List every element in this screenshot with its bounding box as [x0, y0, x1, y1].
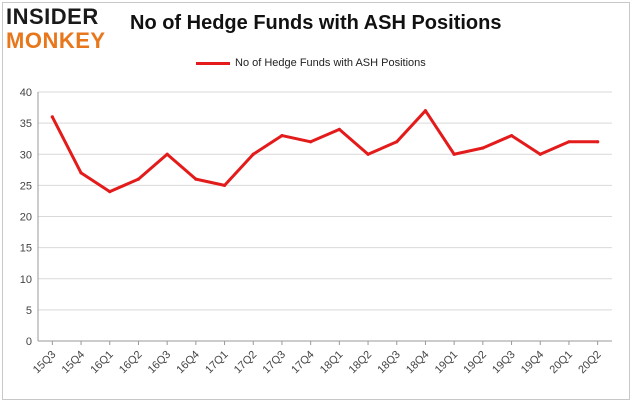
x-tick-label: 15Q4 — [60, 349, 88, 377]
data-point — [395, 140, 399, 144]
data-point — [108, 190, 112, 194]
x-tick-label: 18Q2 — [347, 349, 375, 377]
x-tick-label: 16Q2 — [117, 349, 145, 377]
data-point — [251, 152, 255, 156]
y-tick-label: 35 — [20, 118, 32, 130]
data-point — [509, 133, 514, 138]
x-tick-label: 17Q3 — [261, 349, 289, 377]
x-tick-label: 18Q4 — [404, 349, 432, 377]
x-tick-label: 19Q1 — [433, 349, 461, 377]
data-point — [222, 183, 227, 187]
y-tick-label: 15 — [20, 243, 32, 255]
data-point — [165, 152, 169, 156]
y-tick-label: 20 — [20, 212, 32, 224]
x-tick-label: 16Q1 — [88, 349, 116, 377]
y-tick-label: 5 — [26, 305, 32, 317]
y-tick-label: 10 — [20, 274, 32, 286]
x-tick-label: 18Q3 — [375, 349, 403, 377]
x-tick-label: 19Q2 — [461, 349, 489, 377]
logo-text-insider: INSIDER — [6, 4, 99, 29]
data-point — [538, 152, 542, 156]
data-point — [452, 152, 456, 156]
legend-label: No of Hedge Funds with ASH Positions — [235, 57, 426, 69]
data-point — [309, 140, 313, 144]
x-tick-label: 17Q4 — [289, 349, 317, 377]
data-point — [136, 177, 141, 181]
data-point — [79, 171, 83, 175]
chart-title: No of Hedge Funds with ASH Positions — [130, 12, 502, 34]
x-tick-label: 19Q4 — [519, 349, 547, 377]
chart-legend: No of Hedge Funds with ASH Positions — [196, 55, 426, 71]
data-point — [337, 127, 341, 131]
series-line — [50, 109, 600, 194]
y-tick-label: 30 — [20, 149, 32, 161]
insider-monkey-logo: INSIDER MONKEY — [6, 4, 116, 54]
x-tick-label: 20Q2 — [576, 349, 604, 377]
x-tick-label: 17Q1 — [203, 349, 231, 377]
y-tick-label: 25 — [20, 180, 32, 192]
data-point — [481, 146, 485, 150]
x-tick-label: 15Q3 — [31, 349, 59, 377]
x-tick-label: 16Q3 — [146, 349, 174, 377]
y-tick-label: 40 — [20, 87, 32, 99]
data-point — [50, 115, 54, 119]
x-tick-label: 16Q4 — [174, 349, 202, 377]
data-point — [280, 133, 284, 138]
data-point — [567, 140, 571, 144]
x-tick-label: 19Q3 — [490, 349, 518, 377]
data-point — [423, 109, 428, 113]
x-tick-label: 17Q2 — [232, 349, 260, 377]
x-tick-label: 18Q1 — [318, 349, 346, 377]
data-point — [596, 140, 600, 144]
y-tick-label: 0 — [26, 336, 32, 348]
x-tick-label: 20Q1 — [548, 349, 576, 377]
data-point — [194, 177, 198, 181]
data-point — [366, 152, 370, 156]
logo-text-monkey: MONKEY — [6, 28, 106, 53]
legend-swatch — [196, 61, 230, 65]
